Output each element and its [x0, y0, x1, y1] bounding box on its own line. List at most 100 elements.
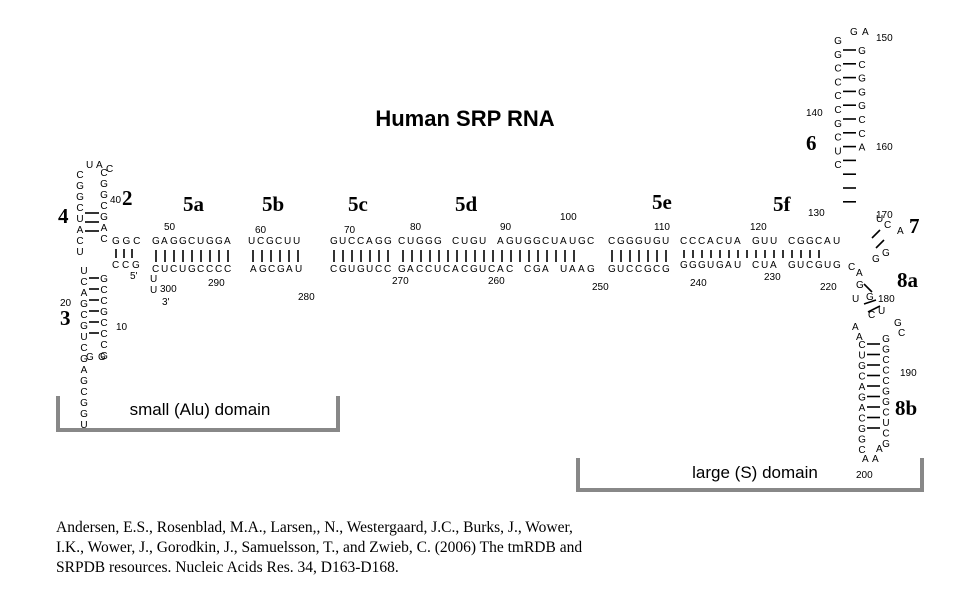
nucleotide: C	[716, 236, 723, 247]
nucleotide: C	[416, 264, 423, 275]
nucleotide: C	[425, 264, 432, 275]
nucleotide: G	[80, 409, 88, 420]
nucleotide: U	[878, 306, 885, 317]
nucleotide: C	[152, 264, 159, 275]
nucleotide: U	[461, 236, 468, 247]
nucleotide: G	[834, 50, 842, 61]
nucleotide: U	[248, 236, 255, 247]
nucleotide: A	[81, 365, 88, 376]
position-number: 160	[876, 142, 893, 153]
nucleotide: C	[275, 236, 282, 247]
nucleotide: C	[858, 414, 865, 425]
base-pair	[867, 305, 881, 313]
nucleotide: C	[626, 264, 633, 275]
position-number: 200	[856, 470, 873, 481]
nucleotide: A	[770, 260, 777, 271]
nucleotide: C	[197, 264, 204, 275]
nucleotide: C	[100, 285, 107, 296]
nucleotide: U	[434, 264, 441, 275]
nucleotide: C	[834, 91, 841, 102]
nucleotide: C	[815, 236, 822, 247]
nucleotide: U	[852, 294, 859, 305]
nucleotide: G	[266, 236, 274, 247]
nucleotide: A	[852, 322, 859, 333]
nucleotide: A	[452, 264, 459, 275]
nucleotide: G	[80, 354, 88, 365]
position-number: 120	[750, 222, 767, 233]
position-number: 60	[255, 225, 267, 236]
helix-label-2: 2	[122, 186, 133, 210]
nucleotide: A	[707, 236, 714, 247]
three-prime-end: 3'	[162, 297, 170, 308]
nucleotide: U	[560, 264, 567, 275]
nucleotide: U	[707, 260, 714, 271]
nucleotide: C	[858, 372, 865, 383]
nucleotide: U	[617, 264, 624, 275]
nucleotide: G	[533, 264, 541, 275]
nucleotide: U	[76, 214, 83, 225]
nucleotide: C	[882, 376, 889, 387]
nucleotide: U	[569, 236, 576, 247]
nucleotide: G	[80, 398, 88, 409]
citation-line-3: SRPDB resources. Nucleic Acids Res. 34, …	[56, 559, 399, 576]
small-domain-label: small (Alu) domain	[129, 400, 271, 419]
nucleotide: G	[100, 351, 108, 362]
nucleotide: C	[80, 387, 87, 398]
nucleotide: C	[882, 408, 889, 419]
nucleotide: G	[215, 236, 223, 247]
nucleotide: C	[100, 340, 107, 351]
nucleotide: U	[882, 418, 889, 429]
nucleotide: G	[882, 248, 890, 259]
nucleotide: U	[76, 247, 83, 258]
nucleotide: A	[824, 236, 831, 247]
nucleotide: G	[894, 318, 902, 329]
nucleotide: G	[882, 387, 890, 398]
nucleotide: C	[858, 60, 865, 71]
nucleotide: C	[608, 236, 615, 247]
nucleotide: A	[542, 264, 549, 275]
nucleotide: G	[644, 264, 652, 275]
nucleotide: G	[882, 334, 890, 345]
nucleotide: U	[197, 236, 204, 247]
nucleotide: G	[680, 260, 688, 271]
nucleotide: C	[524, 264, 531, 275]
nucleotide: A	[856, 268, 863, 279]
nucleotide: U	[834, 146, 841, 157]
helix-label-7: 7	[909, 214, 920, 238]
nucleotide: C	[834, 77, 841, 88]
large-domain-bracket	[576, 458, 924, 492]
nucleotide: C	[488, 264, 495, 275]
nucleotide: G	[856, 280, 864, 291]
nucleotide: C	[106, 164, 113, 175]
nucleotide: G	[179, 236, 187, 247]
position-number: 150	[876, 33, 893, 44]
helix-label-4: 4	[58, 204, 69, 228]
nucleotide: U	[80, 420, 87, 431]
nucleotide: A	[859, 143, 866, 154]
nucleotide: U	[551, 236, 558, 247]
nucleotide: C	[858, 340, 865, 351]
nucleotide: G	[689, 260, 697, 271]
helix-label-8a: 8a	[897, 268, 918, 292]
nucleotide: G	[80, 299, 88, 310]
nucleotide: C	[80, 310, 87, 321]
nucleotide: A	[876, 444, 883, 455]
position-number: 250	[592, 282, 609, 293]
helix-label-5a: 5a	[183, 192, 204, 216]
nucleotide: G	[617, 236, 625, 247]
nucleotide: C	[100, 201, 107, 212]
nucleotide: C	[882, 366, 889, 377]
nucleotide: C	[188, 236, 195, 247]
nucleotide: G	[100, 179, 108, 190]
nucleotide: C	[100, 234, 107, 245]
nucleotide: C	[752, 260, 759, 271]
nucleotide: U	[761, 260, 768, 271]
nucleotide: G	[100, 212, 108, 223]
position-number: 10	[116, 322, 128, 333]
nucleotide: C	[806, 260, 813, 271]
nucleotide: A	[250, 264, 257, 275]
